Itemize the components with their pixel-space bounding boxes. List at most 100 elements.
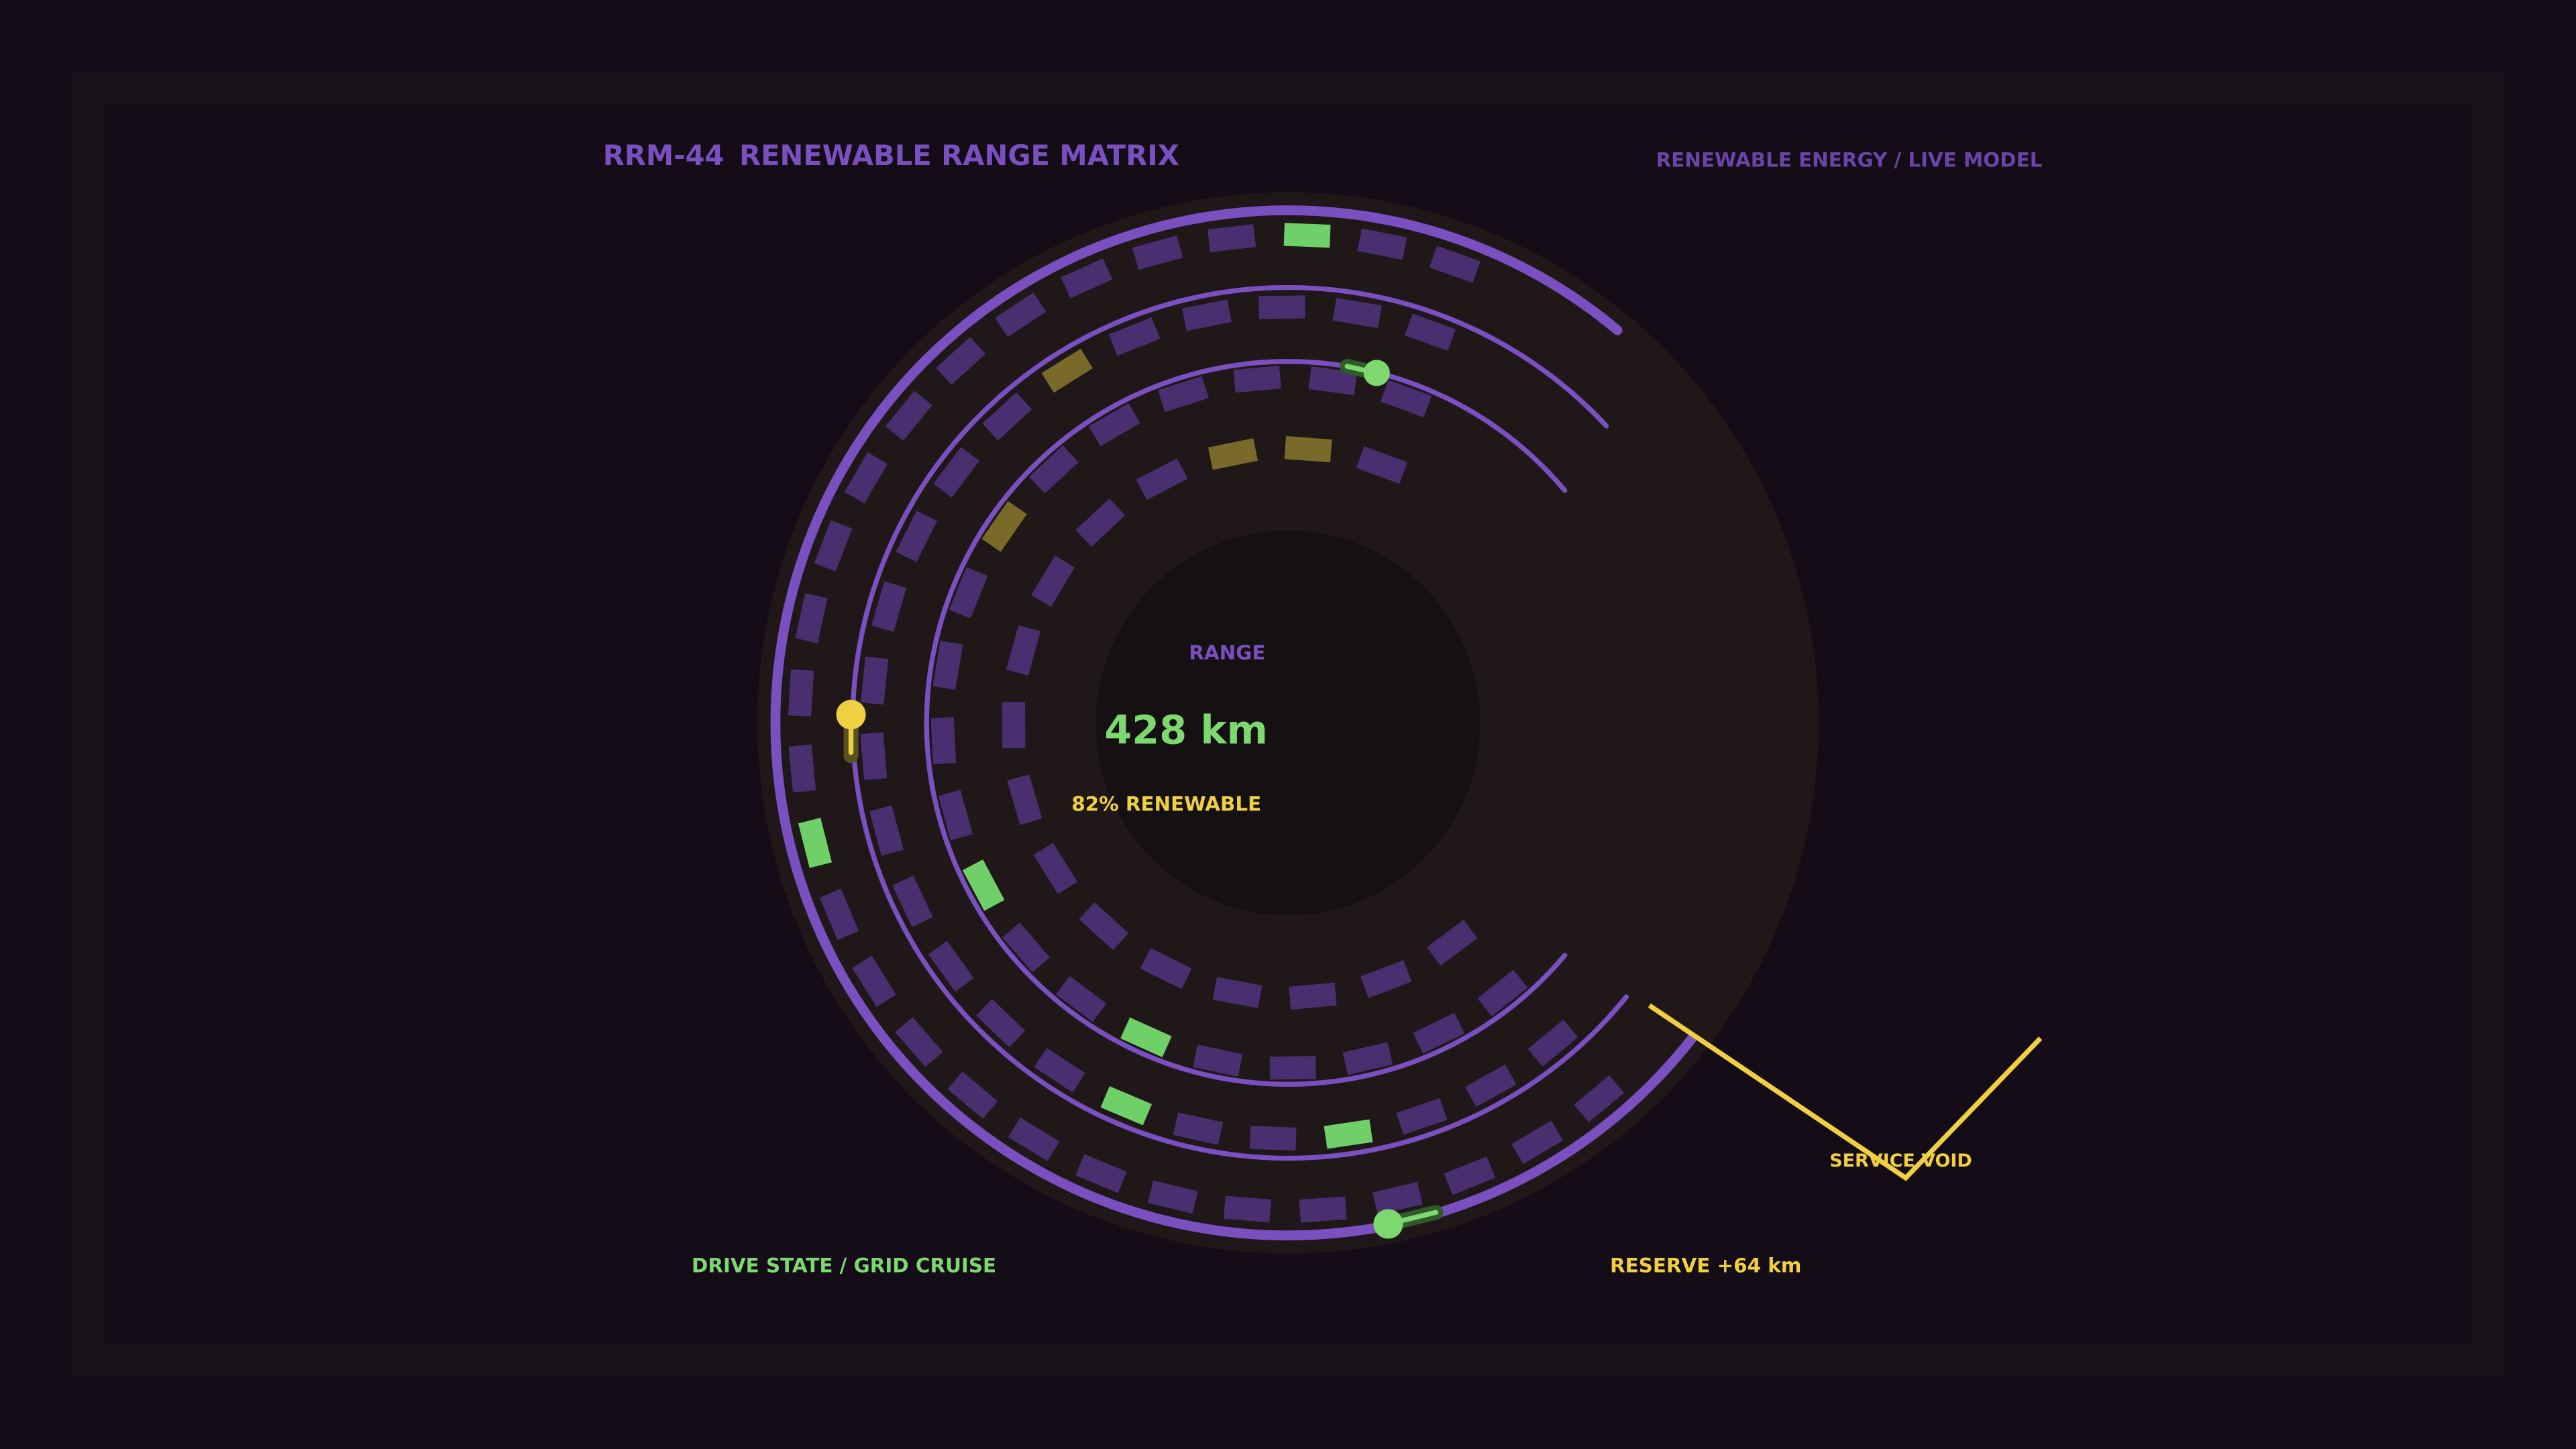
- ring-segment: [1477, 969, 1528, 1017]
- ring-segment: [1006, 625, 1041, 676]
- ring-segment: [928, 941, 974, 992]
- ring-segment: [1208, 438, 1258, 470]
- ring-segment: [1380, 380, 1432, 418]
- ring-segment: [1120, 1017, 1172, 1058]
- ring-segment: [1208, 224, 1256, 253]
- ring-segment: [1356, 446, 1407, 484]
- ring-segment: [1283, 223, 1331, 248]
- ring-segment: [1173, 1112, 1224, 1145]
- ring-segment: [1029, 445, 1079, 494]
- gauge-value: 428 km: [1104, 706, 1267, 753]
- ring-segment: [1527, 1019, 1578, 1067]
- marker-dot: [1373, 1209, 1403, 1239]
- ring-segment: [982, 392, 1032, 441]
- ring-segment: [1444, 1156, 1495, 1195]
- gauge-label: RANGE: [1189, 641, 1265, 664]
- ring-segment: [936, 337, 986, 385]
- ring-segment: [1373, 1181, 1423, 1215]
- ring-segment: [947, 1071, 998, 1119]
- ring-segment: [1464, 1064, 1517, 1108]
- ring-segment: [1061, 258, 1113, 299]
- ring-segment: [1249, 1126, 1297, 1151]
- annotation: SERVICE VOID: [1829, 1150, 1972, 1171]
- ring-segment: [1299, 1196, 1347, 1223]
- ring-segment: [1360, 960, 1412, 998]
- ring-segment: [1324, 1119, 1373, 1149]
- ring-segment: [1158, 376, 1209, 413]
- marker-dot: [1363, 360, 1390, 386]
- arc: [924, 359, 1568, 1087]
- ring-segment: [1357, 228, 1407, 260]
- ring-segment: [1284, 436, 1332, 463]
- ring-segment: [1075, 1154, 1127, 1193]
- ring-segment: [1075, 498, 1126, 547]
- ring-segment: [1258, 295, 1305, 319]
- ring-segment: [1404, 313, 1456, 352]
- ring-segment: [819, 888, 859, 941]
- ring-segment: [1055, 975, 1107, 1022]
- ring-segment: [1140, 948, 1192, 989]
- ring-segment: [1396, 1097, 1448, 1135]
- ring-segment: [933, 447, 980, 498]
- ring-segment: [949, 567, 988, 619]
- ring-segment: [1100, 1086, 1152, 1126]
- header-code: RRM-44: [603, 139, 724, 172]
- ring-segment: [1148, 1180, 1198, 1214]
- ring-segment: [995, 292, 1046, 337]
- ring-segment: [1007, 774, 1042, 825]
- ring-segment: [1332, 297, 1382, 329]
- ring-segment: [1193, 1044, 1243, 1077]
- ring-segment: [1289, 982, 1337, 1010]
- ring-segment: [1511, 1120, 1563, 1165]
- ring-segment: [1034, 1048, 1085, 1093]
- ring-segment: [1002, 922, 1050, 973]
- ring-segment: [1223, 1195, 1272, 1223]
- ring-segment: [1413, 1012, 1465, 1054]
- ring-segment: [814, 520, 853, 572]
- ring-segment: [1269, 1056, 1316, 1080]
- ring-segment: [1426, 920, 1478, 966]
- arc: [770, 205, 1697, 1240]
- ring-segment: [1574, 1075, 1624, 1123]
- ring-segment: [895, 1017, 943, 1067]
- footer-reserve: RESERVE +64 km: [1610, 1254, 1801, 1277]
- ring-segment: [962, 859, 1005, 911]
- ring-segment: [976, 999, 1026, 1048]
- ring-segment: [1033, 843, 1078, 894]
- ring-segment: [798, 817, 833, 868]
- ring-segment: [844, 452, 888, 504]
- ring-segment: [860, 732, 888, 780]
- ring-segment: [1089, 403, 1140, 447]
- ring-segment: [1002, 702, 1026, 749]
- header-title: RENEWABLE RANGE MATRIX: [739, 139, 1179, 172]
- gauge-share: 82% RENEWABLE: [1071, 793, 1261, 816]
- gauge-core: [1095, 531, 1481, 916]
- ring-segment: [932, 641, 963, 690]
- ring-segment: [1008, 1117, 1060, 1161]
- header-subtitle: RENEWABLE ENERGY / LIVE MODEL: [1656, 149, 2043, 172]
- ring-segment: [981, 500, 1027, 552]
- ring-segment: [795, 593, 828, 643]
- ring-segment: [1308, 366, 1357, 396]
- ring-segment: [1429, 246, 1481, 283]
- ring-segment: [1031, 555, 1075, 607]
- ring-segment: [869, 805, 904, 856]
- ring-segment: [892, 875, 933, 927]
- ring-segment: [885, 390, 932, 441]
- ring-segment: [1132, 235, 1183, 270]
- footer-state: DRIVE STATE / GRID CRUISE: [692, 1254, 996, 1277]
- ring-segment: [1041, 348, 1093, 393]
- ring-segment: [896, 511, 937, 562]
- ring-segment: [1342, 1042, 1393, 1075]
- ring-segment: [788, 744, 816, 793]
- service-void-line: [1648, 1003, 2043, 1181]
- marker-dot: [836, 700, 866, 730]
- rings: [788, 223, 1624, 1223]
- ring-segment: [930, 716, 957, 765]
- ring-segment: [938, 790, 973, 841]
- ring-segment: [1212, 977, 1263, 1008]
- ring-segment: [861, 656, 889, 705]
- ring-segment: [1233, 366, 1281, 393]
